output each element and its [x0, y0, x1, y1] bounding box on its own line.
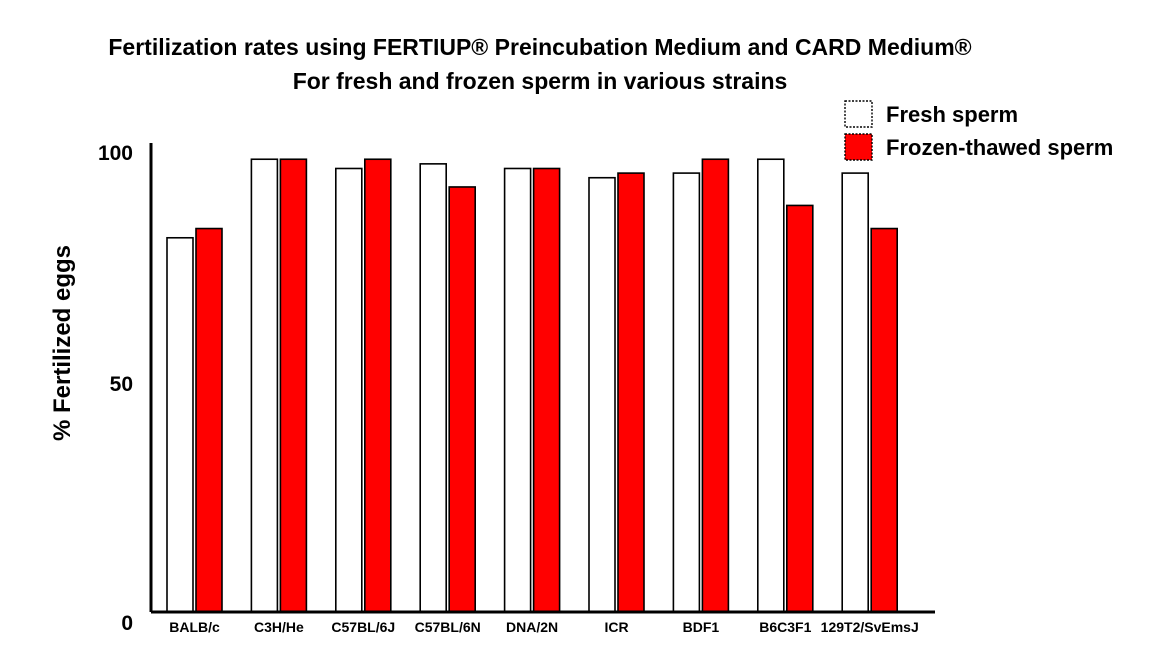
- x-tick-label: C3H/He: [254, 619, 304, 635]
- y-tick-labels: 0 50 100: [98, 142, 133, 635]
- bar-frozen: [279, 158, 308, 613]
- x-tick-label: BALB/c: [169, 619, 220, 635]
- chart-title-block: Fertilization rates using FERTIUP® Prein…: [0, 30, 1080, 98]
- legend-label-frozen: Frozen-thawed sperm: [886, 135, 1113, 160]
- bar-fresh: [250, 158, 279, 613]
- bar-fresh: [419, 163, 448, 613]
- chart-title: Fertilization rates using FERTIUP® Prein…: [108, 34, 972, 60]
- bar-frozen: [701, 158, 730, 613]
- x-tick-label: BDF1: [683, 619, 720, 635]
- y-tick-label: 100: [98, 142, 133, 165]
- bar-fresh: [588, 176, 616, 613]
- x-tick-label: 129T2/SvEmsJ: [821, 619, 919, 635]
- bar-fresh: [672, 172, 701, 613]
- bar-frozen: [195, 227, 223, 613]
- bar-frozen: [617, 172, 645, 613]
- bar-fresh: [334, 167, 363, 613]
- chart-subtitle: For fresh and frozen sperm in various st…: [292, 68, 788, 94]
- y-tick-label: 50: [110, 373, 133, 396]
- legend: Fresh sperm Frozen-thawed sperm: [844, 100, 1113, 161]
- x-tick-labels: BALB/c C3H/He C57BL/6J C57BL/6N DNA/2N ICR BDF…: [169, 619, 919, 635]
- bar-frozen: [785, 204, 814, 613]
- axes-group: [149, 143, 935, 614]
- legend-swatch-frozen: [844, 133, 873, 161]
- x-tick-label: ICR: [604, 619, 628, 635]
- bar-frozen: [363, 158, 392, 613]
- legend-swatch-fresh: [844, 100, 873, 128]
- legend-label-fresh: Fresh sperm: [886, 102, 1018, 127]
- bar-fresh: [756, 158, 785, 613]
- bar-frozen: [532, 167, 561, 613]
- bar-frozen: [870, 227, 899, 613]
- bar-fresh: [503, 167, 532, 613]
- bar-frozen: [448, 186, 477, 613]
- x-tick-label: C57BL/6N: [415, 619, 481, 635]
- bar-fresh: [841, 172, 870, 613]
- x-tick-label: C57BL/6J: [331, 619, 395, 635]
- y-axis-label: % Fertilized eggs: [49, 245, 76, 441]
- bar-fresh: [166, 236, 194, 613]
- bars-group: [166, 158, 899, 613]
- x-tick-label: DNA/2N: [506, 619, 558, 635]
- x-tick-label: B6C3F1: [759, 619, 811, 635]
- y-tick-label: 0: [121, 612, 133, 635]
